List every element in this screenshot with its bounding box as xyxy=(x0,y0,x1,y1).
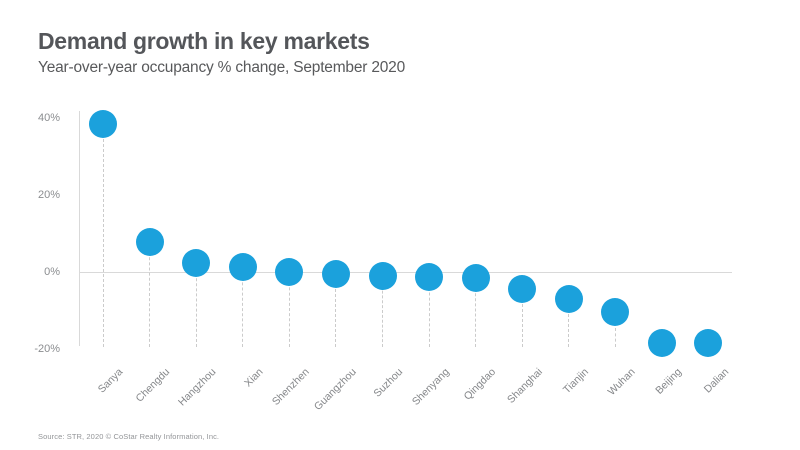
data-point-tianjin xyxy=(554,285,583,314)
data-point-beijing xyxy=(647,329,676,358)
source-note: Source: STR, 2020 © CoStar Realty Inform… xyxy=(38,432,220,441)
x-label-shanghai: Shanghai xyxy=(504,366,545,406)
x-label-qingdao: Qingdao xyxy=(461,366,499,403)
chart-subtitle: Year-over-year occupancy % change, Septe… xyxy=(38,59,406,76)
data-point-sanya xyxy=(89,110,118,139)
stem-shenzhen xyxy=(288,271,290,347)
zero-gridline xyxy=(79,272,732,273)
y-tick-label-neg20: -20% xyxy=(34,343,60,355)
y-tick-label-40: 40% xyxy=(37,112,60,124)
x-label-wuhan: Wuhan xyxy=(605,366,638,398)
y-tick-label-20: 20% xyxy=(37,189,60,201)
x-label-guangzhou: Guangzhou xyxy=(311,366,359,413)
stem-qingdao xyxy=(475,278,477,347)
x-label-shenyang: Shenyang xyxy=(409,366,452,408)
data-point-guangzhou xyxy=(321,259,350,288)
x-label-sanya: Sanya xyxy=(96,366,126,396)
data-point-dalian xyxy=(694,328,723,357)
x-label-hangzhou: Hangzhou xyxy=(176,366,219,409)
data-point-suzhou xyxy=(368,261,397,290)
y-tick-label-0: 0% xyxy=(44,266,60,278)
x-label-tianjin: Tianjin xyxy=(561,366,592,397)
data-point-shenzhen xyxy=(275,257,304,286)
data-point-shanghai xyxy=(508,275,537,304)
x-label-beijing: Beijing xyxy=(653,366,685,397)
chart-title: Demand growth in key markets xyxy=(38,28,370,54)
data-point-chengdu xyxy=(135,227,164,256)
stem-sanya xyxy=(102,124,104,347)
y-axis-line xyxy=(79,111,80,346)
data-point-hangzhou xyxy=(182,248,211,277)
x-label-chengdu: Chengdu xyxy=(133,366,173,405)
x-label-dalian: Dalian xyxy=(701,366,731,396)
stem-hangzhou xyxy=(195,262,197,347)
data-point-xian xyxy=(228,252,257,281)
stem-suzhou xyxy=(382,275,383,347)
x-label-suzhou: Suzhou xyxy=(371,366,405,400)
data-point-qingdao xyxy=(461,264,490,293)
stem-wuhan xyxy=(614,312,616,347)
data-point-wuhan xyxy=(601,298,630,327)
x-label-shenzhen: Shenzhen xyxy=(269,366,312,408)
stem-tianjin xyxy=(568,299,570,347)
data-point-shenyang xyxy=(415,263,444,292)
stem-chengdu xyxy=(149,241,151,347)
stem-shenyang xyxy=(428,277,430,347)
x-label-xian: Xian xyxy=(241,366,266,390)
stem-shanghai xyxy=(521,289,523,347)
stem-xian xyxy=(242,266,244,347)
stem-guangzhou xyxy=(335,273,337,347)
